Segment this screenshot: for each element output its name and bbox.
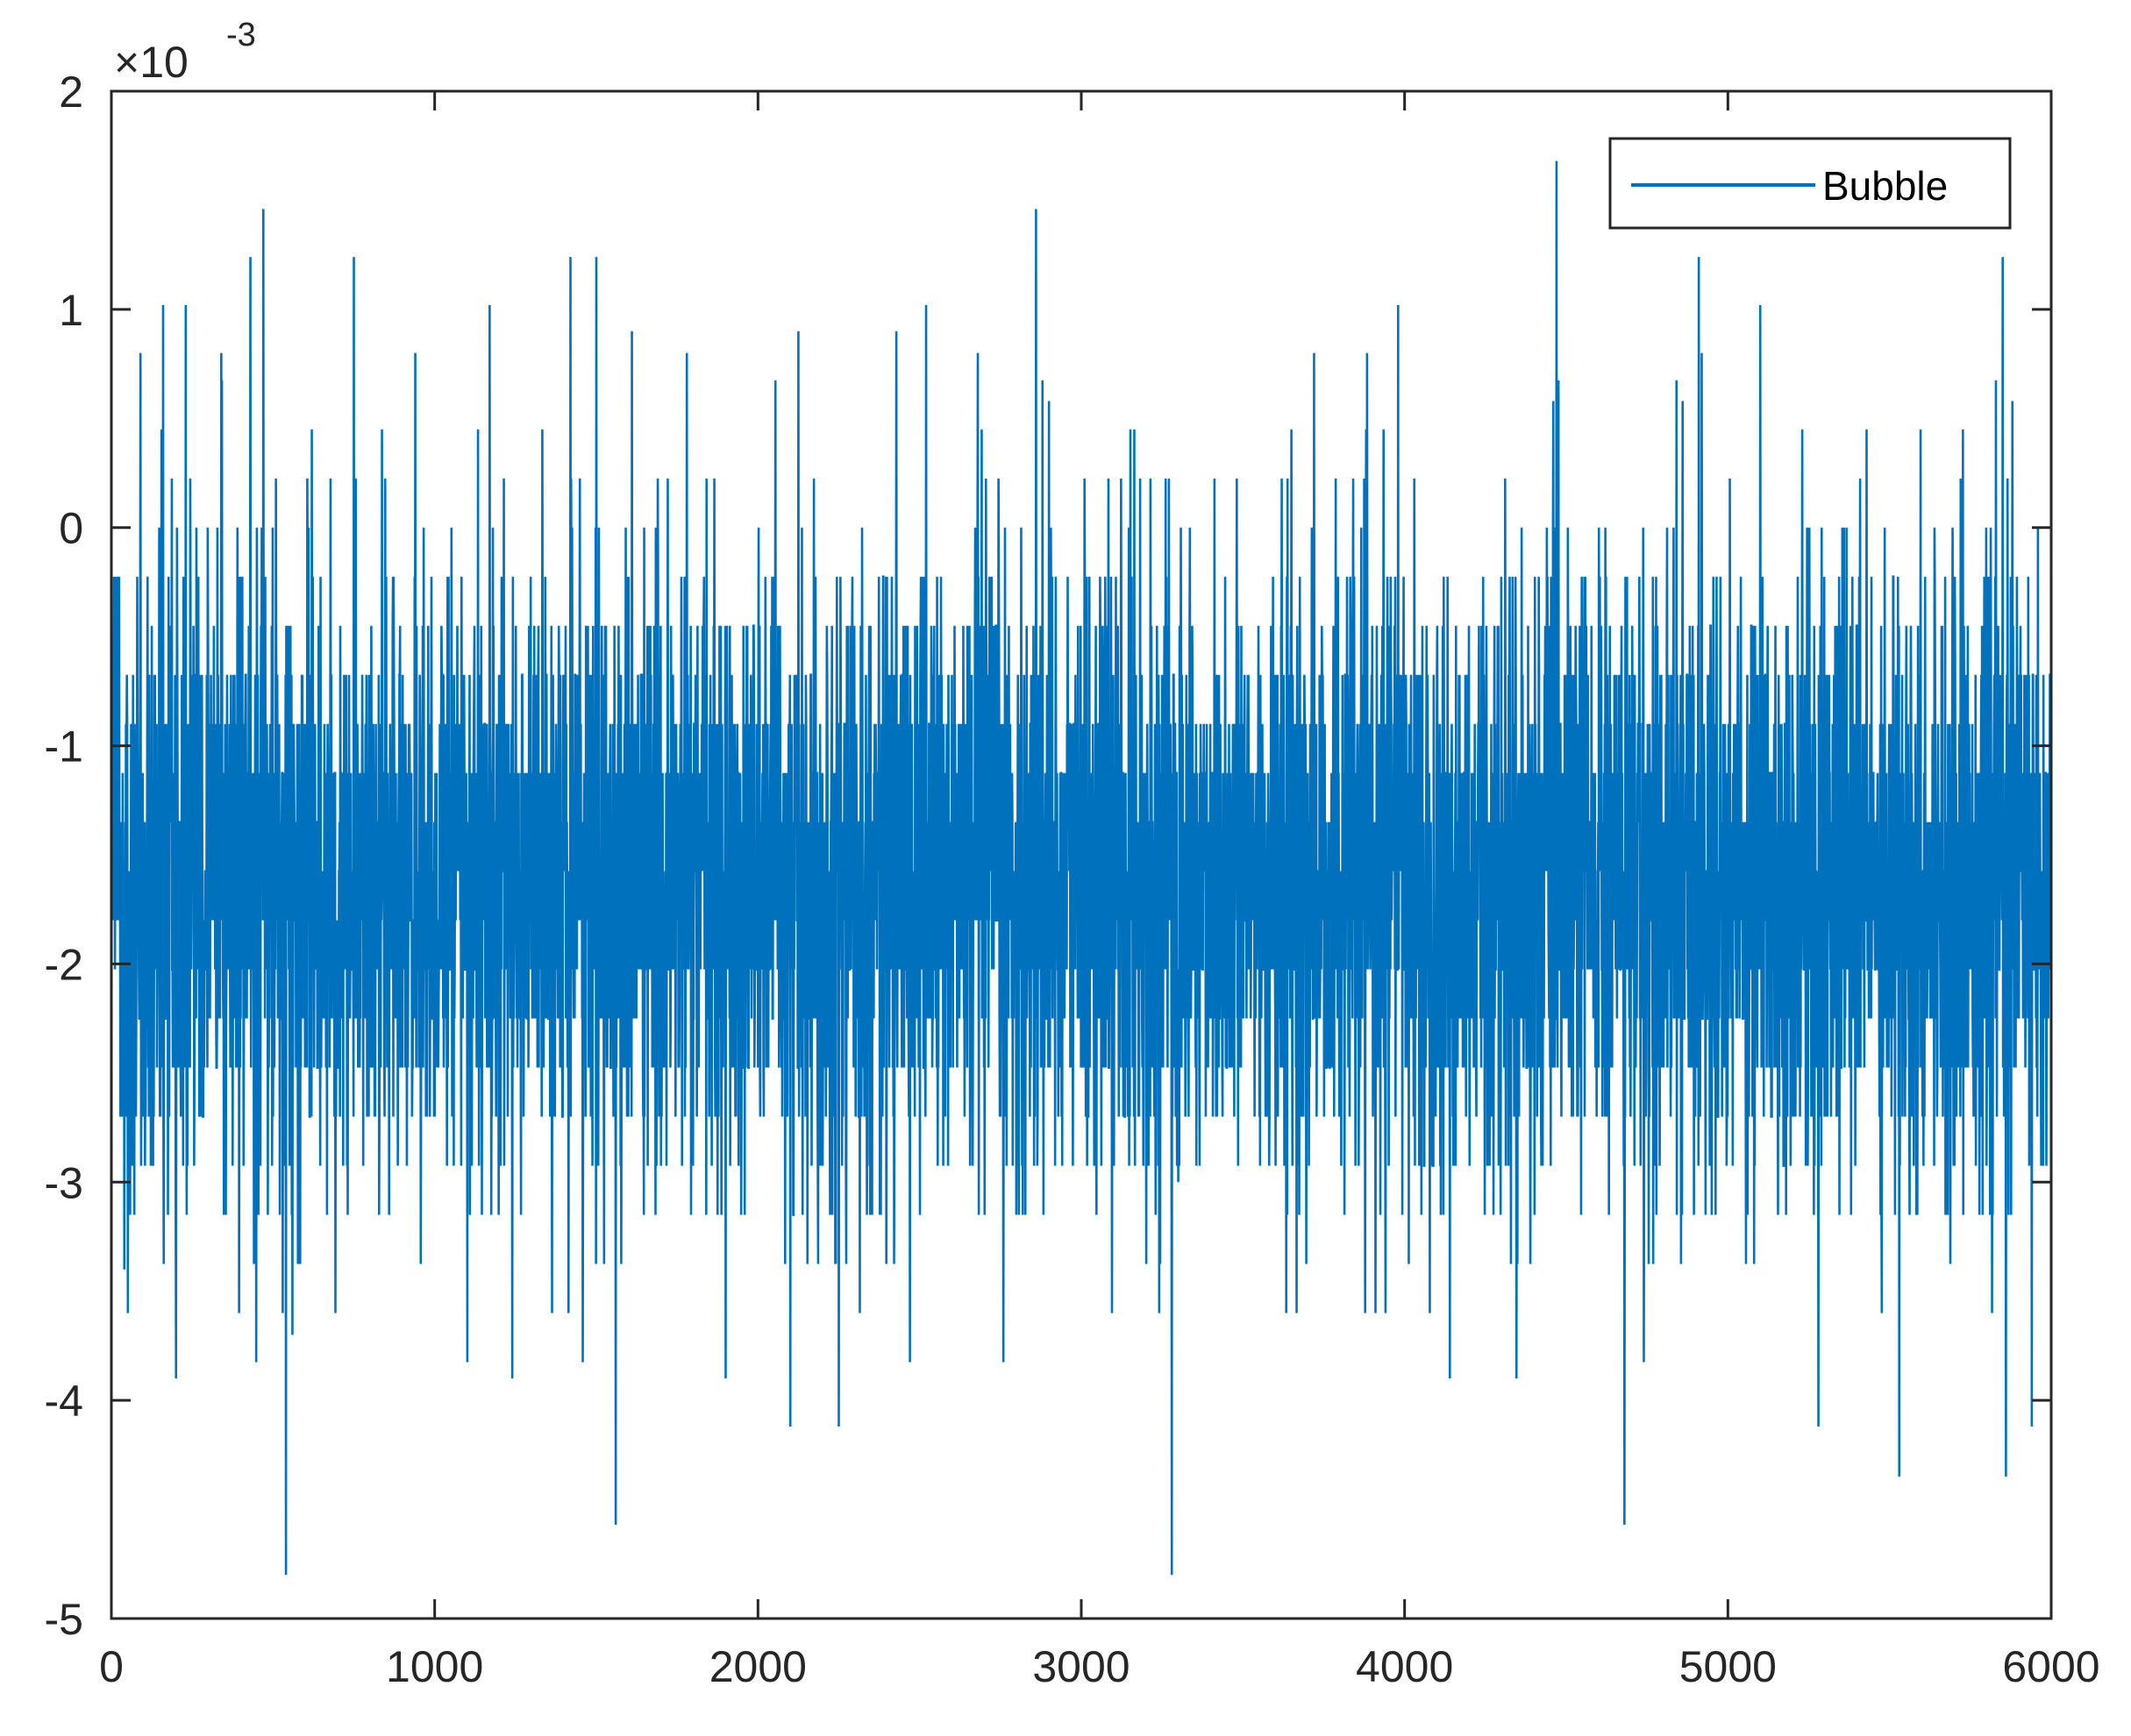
y-tick-label: -4 [45, 1377, 83, 1426]
y-tick-label: -3 [45, 1158, 83, 1207]
ticks-layer: 0 1000 2000 3000 4000 5000 6000 2 1 0 -1 -2 -3 -4 -5 [45, 68, 2100, 1691]
y-tick-label: 1 [59, 286, 83, 335]
y-tick-label: -2 [45, 940, 83, 989]
x-tick-label: 5000 [1679, 1642, 1777, 1691]
x-tick-label: 2000 [709, 1642, 807, 1691]
x-tick-label: 6000 [2002, 1642, 2099, 1691]
y-exponent-prefix: ×10 [114, 38, 189, 87]
y-tick-label: 0 [59, 504, 83, 553]
legend-label-bubble: Bubble [1822, 163, 1948, 209]
x-tick-label: 0 [99, 1642, 124, 1691]
y-tick-label: -5 [45, 1595, 83, 1644]
x-tick-label: 4000 [1356, 1642, 1453, 1691]
series-layer [110, 160, 2053, 1576]
y-tick-label: 2 [59, 68, 83, 117]
legend: Bubble [1608, 137, 2012, 230]
x-tick-label: 3000 [1032, 1642, 1130, 1691]
x-tick-label: 1000 [386, 1642, 483, 1691]
series-line-bubble [110, 160, 2053, 1576]
y-tick-label: -1 [45, 722, 83, 772]
y-exponent-label: ×10 -3 [114, 17, 256, 87]
y-exponent-power: -3 [226, 17, 256, 53]
